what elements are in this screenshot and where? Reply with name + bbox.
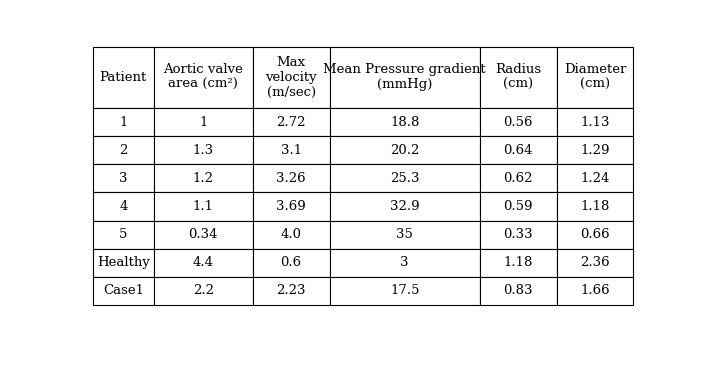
Text: 3.69: 3.69 (276, 200, 306, 213)
Text: Aortic valve
area (cm²): Aortic valve area (cm²) (164, 64, 243, 92)
Text: 1.13: 1.13 (581, 116, 610, 129)
Bar (329, 248, 480, 277)
Bar (480, 192, 556, 221)
Text: 20.2: 20.2 (390, 144, 419, 157)
Bar (556, 248, 634, 277)
Bar (329, 192, 480, 221)
Bar (556, 192, 634, 221)
Text: 5: 5 (119, 228, 127, 241)
Bar (253, 248, 329, 277)
Bar (556, 164, 634, 192)
Bar (154, 221, 253, 248)
Bar (154, 192, 253, 221)
Text: Radius
(cm): Radius (cm) (495, 64, 542, 92)
Bar (556, 221, 634, 248)
Text: 1: 1 (199, 116, 207, 129)
Bar (480, 221, 556, 248)
Text: 0.6: 0.6 (280, 256, 302, 269)
Text: 0.59: 0.59 (503, 200, 533, 213)
Bar (329, 136, 480, 164)
Bar (480, 248, 556, 277)
Text: Case1: Case1 (103, 284, 144, 297)
Bar (154, 108, 253, 136)
Bar (93, 164, 154, 192)
Text: Patient: Patient (100, 71, 147, 84)
Text: 4: 4 (119, 200, 127, 213)
Bar (93, 192, 154, 221)
Text: Max
velocity
(m/sec): Max velocity (m/sec) (266, 56, 317, 99)
Bar (480, 277, 556, 305)
Text: 2.2: 2.2 (193, 284, 214, 297)
Bar (93, 277, 154, 305)
Text: 2: 2 (119, 144, 127, 157)
Text: 0.66: 0.66 (580, 228, 610, 241)
Text: 0.56: 0.56 (503, 116, 533, 129)
Text: 1.66: 1.66 (580, 284, 610, 297)
Text: 32.9: 32.9 (390, 200, 420, 213)
Bar (154, 277, 253, 305)
Bar (329, 221, 480, 248)
Bar (154, 248, 253, 277)
Text: 2.36: 2.36 (580, 256, 610, 269)
Bar (556, 46, 634, 108)
Text: 1.18: 1.18 (581, 200, 610, 213)
Bar (556, 108, 634, 136)
Text: 2.23: 2.23 (276, 284, 306, 297)
Text: 3: 3 (401, 256, 409, 269)
Text: 0.83: 0.83 (503, 284, 533, 297)
Bar (253, 277, 329, 305)
Bar (253, 192, 329, 221)
Text: 0.64: 0.64 (503, 144, 533, 157)
Bar (480, 108, 556, 136)
Bar (93, 248, 154, 277)
Text: 0.34: 0.34 (188, 228, 218, 241)
Bar (480, 164, 556, 192)
Text: 1: 1 (119, 116, 127, 129)
Bar (253, 164, 329, 192)
Text: Diameter
(cm): Diameter (cm) (564, 64, 626, 92)
Text: 35: 35 (396, 228, 413, 241)
Bar (329, 164, 480, 192)
Text: 1.3: 1.3 (193, 144, 214, 157)
Text: 1.1: 1.1 (193, 200, 214, 213)
Bar (480, 136, 556, 164)
Text: 0.33: 0.33 (503, 228, 533, 241)
Text: 25.3: 25.3 (390, 172, 419, 185)
Bar (556, 136, 634, 164)
Text: 1.2: 1.2 (193, 172, 214, 185)
Text: Healthy: Healthy (97, 256, 149, 269)
Bar (253, 46, 329, 108)
Text: 18.8: 18.8 (390, 116, 419, 129)
Text: 3.1: 3.1 (280, 144, 302, 157)
Bar (93, 136, 154, 164)
Bar (154, 136, 253, 164)
Text: Mean Pressure gradient
(mmHg): Mean Pressure gradient (mmHg) (324, 64, 486, 92)
Text: 4.4: 4.4 (193, 256, 214, 269)
Text: 1.24: 1.24 (581, 172, 610, 185)
Bar (93, 46, 154, 108)
Bar (480, 46, 556, 108)
Bar (329, 108, 480, 136)
Bar (154, 46, 253, 108)
Text: 4.0: 4.0 (280, 228, 302, 241)
Bar (253, 221, 329, 248)
Bar (253, 108, 329, 136)
Text: 3.26: 3.26 (276, 172, 306, 185)
Text: 0.62: 0.62 (503, 172, 533, 185)
Text: 1.29: 1.29 (581, 144, 610, 157)
Bar (253, 136, 329, 164)
Bar (93, 108, 154, 136)
Bar (329, 277, 480, 305)
Bar (154, 164, 253, 192)
Bar (329, 46, 480, 108)
Text: 1.18: 1.18 (503, 256, 533, 269)
Text: 3: 3 (119, 172, 127, 185)
Text: 17.5: 17.5 (390, 284, 419, 297)
Bar (93, 221, 154, 248)
Bar (556, 277, 634, 305)
Text: 2.72: 2.72 (276, 116, 306, 129)
